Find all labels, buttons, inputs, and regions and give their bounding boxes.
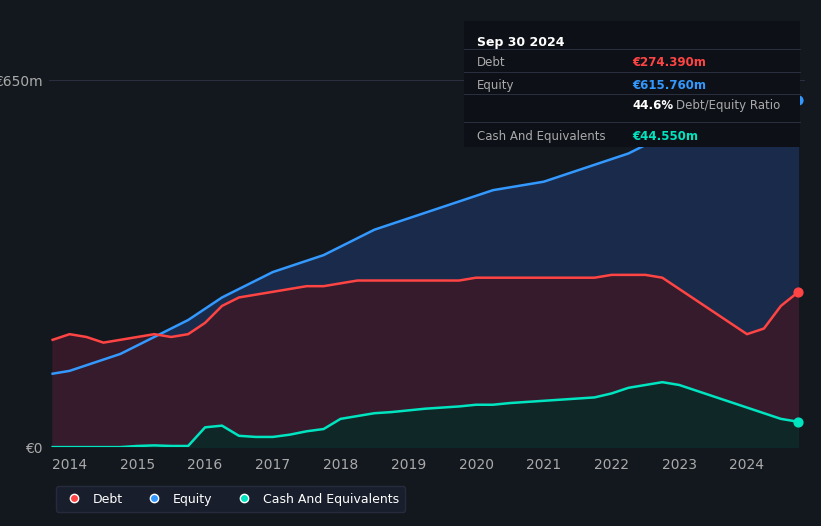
Point [791,96,805,104]
Text: Equity: Equity [477,79,515,92]
Text: Cash And Equivalents: Cash And Equivalents [477,129,606,143]
Text: Sep 30 2024: Sep 30 2024 [477,36,565,49]
Point [791,288,805,297]
Point [791,418,805,426]
Text: 44.6%: 44.6% [632,99,673,113]
Text: €615.760m: €615.760m [632,79,706,92]
Text: Debt/Equity Ratio: Debt/Equity Ratio [676,99,780,113]
Text: €44.550m: €44.550m [632,129,698,143]
Text: Debt: Debt [477,56,506,69]
Legend: Debt, Equity, Cash And Equivalents: Debt, Equity, Cash And Equivalents [56,487,405,512]
Text: €274.390m: €274.390m [632,56,706,69]
